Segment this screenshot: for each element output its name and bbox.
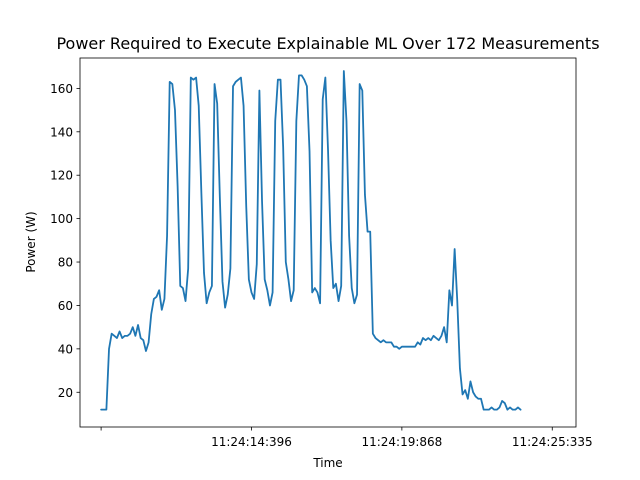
x-tick-label: 11:24:25:335 [512, 435, 593, 449]
x-tick-label: 11:24:19:868 [361, 435, 442, 449]
y-tick-label: 100 [50, 212, 73, 226]
y-tick-label: 80 [58, 256, 73, 270]
y-tick-label: 40 [58, 342, 73, 356]
y-tick-label: 120 [50, 169, 73, 183]
x-tick-label: 11:24:14:396 [211, 435, 292, 449]
x-axis-label: Time [312, 456, 342, 470]
plot-frame [79, 57, 577, 428]
y-axis-label: Power (W) [24, 211, 38, 272]
y-tick-label: 160 [50, 82, 73, 96]
x-axis-ticks: 11:24:14:396 11:24:19:868 11:24:25:335 [100, 427, 593, 449]
y-tick-label: 140 [50, 125, 73, 139]
chart-title: Power Required to Execute Explainable ML… [56, 34, 599, 53]
power-series-line [100, 70, 522, 411]
y-axis-ticks: 20 40 60 80 100 120 140 160 [50, 82, 80, 400]
y-tick-label: 60 [58, 299, 73, 313]
y-tick-label: 20 [58, 386, 73, 400]
